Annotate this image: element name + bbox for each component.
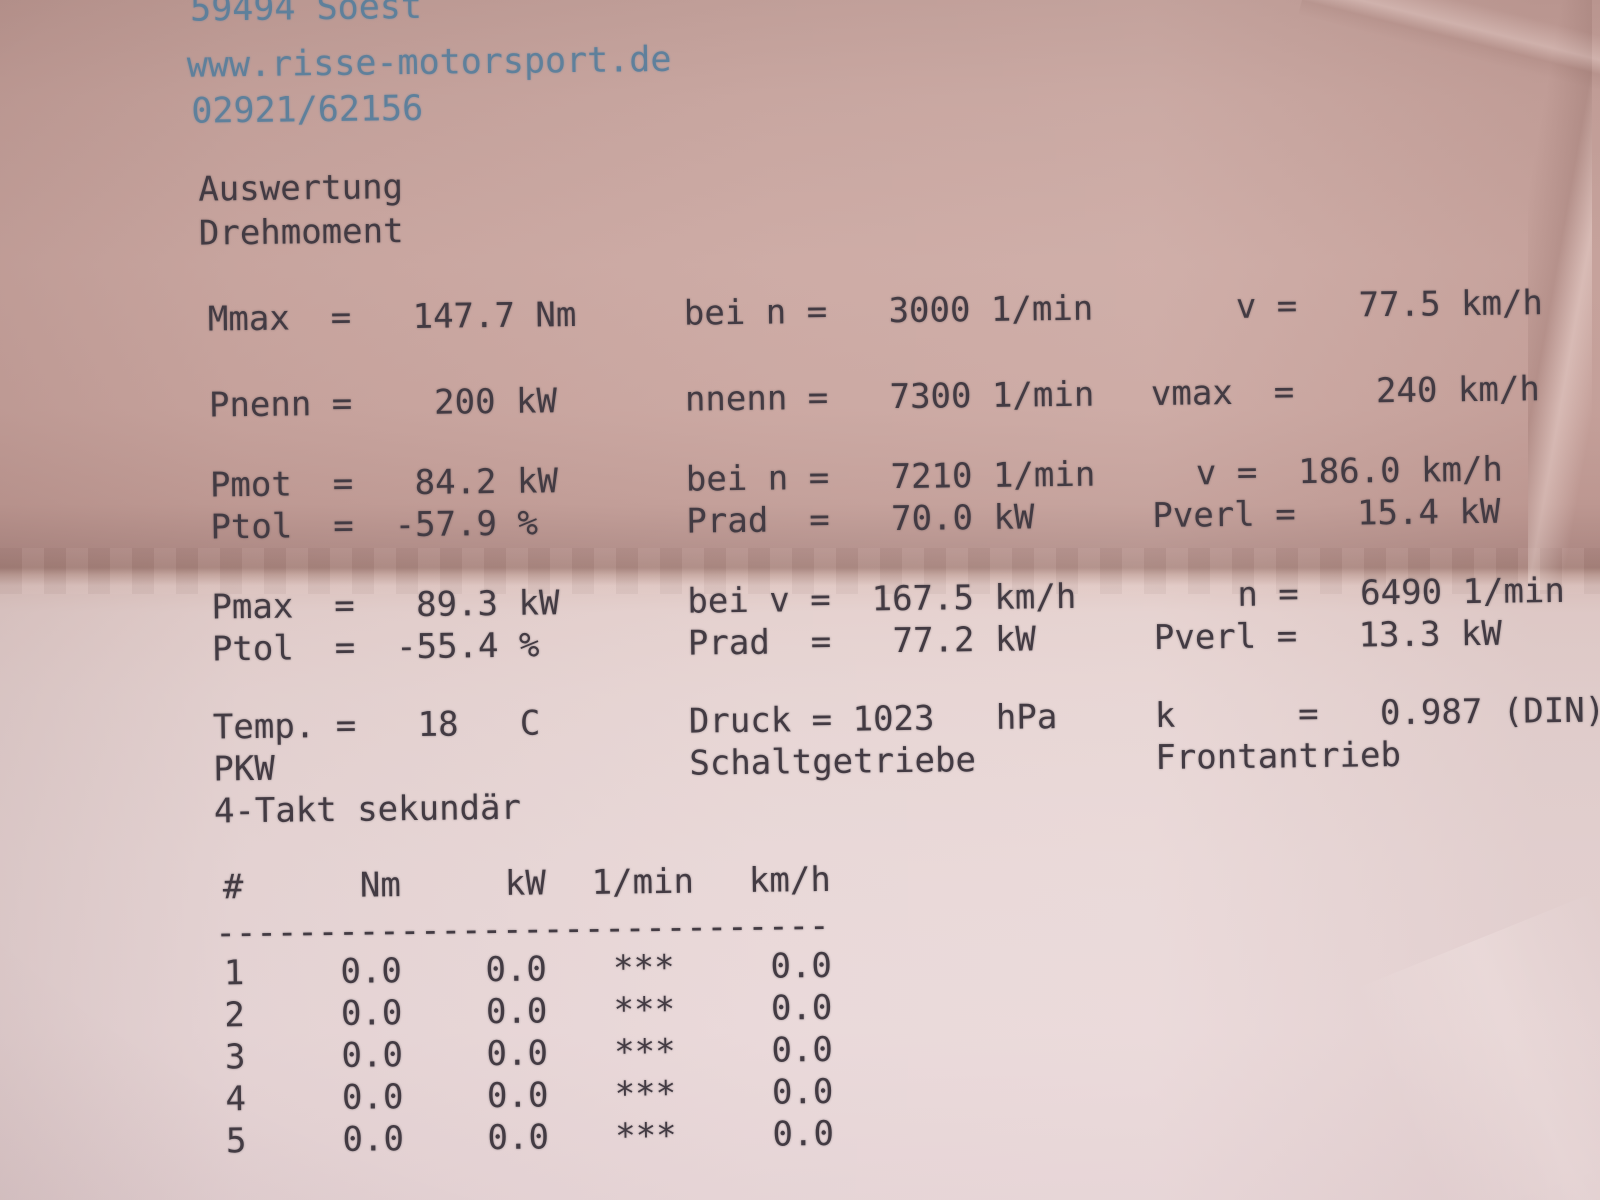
table-cell: 0.0 <box>341 1077 404 1118</box>
table-cell: 0.0 <box>340 951 403 992</box>
table-header-nm: Nm <box>359 865 402 906</box>
stamp-website-line: www.risse-motorsport.de <box>186 39 672 86</box>
gearbox-type-label: Schaltgetriebe <box>689 740 977 784</box>
vehicle-class-label: PKW <box>213 748 276 790</box>
ptol1-reading: Ptol = -57.9 % <box>210 503 539 548</box>
prad2-reading: Prad = 77.2 kW <box>687 619 1037 664</box>
table-cell: 0.0 <box>341 1035 404 1076</box>
table-header-rpm: 1/min <box>591 861 695 903</box>
table-cell: 0.0 <box>485 991 548 1033</box>
table-cell: *** <box>613 1031 676 1073</box>
table-cell: 0.0 <box>486 1033 549 1075</box>
table-cell: 0.0 <box>771 1071 834 1113</box>
table-cell: *** <box>612 947 675 989</box>
table-cell: 0.0 <box>485 949 548 991</box>
table-cell: 0.0 <box>772 1113 835 1155</box>
engine-type-label: 4-Takt sekundär <box>213 787 522 832</box>
report-title-line-2: Drehmoment <box>198 211 404 254</box>
drive-type-label: Frontantrieb <box>1155 734 1402 778</box>
k-factor-reading: k = 0.987 (DIN) <box>1154 690 1600 736</box>
pverl2-reading: Pverl = 13.3 kW <box>1153 613 1503 658</box>
table-cell: *** <box>613 989 676 1031</box>
table-cell: 0.0 <box>770 945 833 987</box>
vmax-reading: vmax = 240 km/h <box>1150 369 1541 414</box>
pmax-speed-reading: bei v = 167.5 km/h <box>687 576 1077 622</box>
table-cell: 2 <box>224 995 246 1036</box>
stamp-phone-line: 02921/62156 <box>191 88 424 132</box>
table-cell: 0.0 <box>340 993 403 1034</box>
pnenn-reading: Pnenn = 200 kW <box>208 381 558 426</box>
table-header-kw: kW <box>504 863 547 904</box>
pmax-reading: Pmax = 89.3 kW <box>211 583 560 628</box>
mmax-speed-reading: v = 77.5 km/h <box>1235 283 1544 327</box>
table-cell: 0.0 <box>771 1029 834 1071</box>
druck-reading: Druck = 1023 hPa <box>688 697 1058 742</box>
pmot-speed-reading: v = 186.0 km/h <box>1195 449 1504 494</box>
mmax-rpm-reading: bei n = 3000 1/min <box>683 288 1094 334</box>
report-title-line-1: Auswertung <box>198 167 404 210</box>
table-cell: 0.0 <box>770 987 833 1029</box>
mmax-reading: Mmax = 147.7 Nm <box>207 294 577 340</box>
table-cell: 0.0 <box>486 1075 549 1117</box>
stamp-city-line: 59494 Soest <box>189 0 423 30</box>
table-cell: 0.0 <box>342 1119 405 1160</box>
summary-row-mmax: Mmax = 147.7 Nm bei n = 3000 1/min v = 7… <box>4 282 1600 348</box>
table-cell: 1 <box>223 953 245 994</box>
table-cell: 5 <box>225 1121 247 1162</box>
table-cell: 3 <box>224 1037 246 1078</box>
table-header-number: # <box>222 867 244 908</box>
table-cell: *** <box>614 1073 677 1115</box>
summary-row-pnenn: Pnenn = 200 kW nnenn = 7300 1/min vmax =… <box>5 368 1600 434</box>
prad1-reading: Prad = 70.0 kW <box>686 497 1035 542</box>
ptol2-reading: Ptol = -55.4 % <box>211 625 540 670</box>
pmot-reading: Pmot = 84.2 kW <box>209 461 559 506</box>
pverl1-reading: Pverl = 15.4 kW <box>1152 491 1501 536</box>
nnenn-reading: nnenn = 7300 1/min <box>684 374 1095 420</box>
table-cell: 0.0 <box>487 1117 550 1159</box>
table-cell: 4 <box>225 1079 247 1120</box>
pmax-rpm-reading: n = 6490 1/min <box>1237 570 1566 615</box>
pmot-rpm-reading: bei n = 7210 1/min <box>685 454 1096 500</box>
temp-reading: Temp. = 18 C <box>212 703 541 748</box>
table-cell: *** <box>614 1115 677 1157</box>
table-header-kmh: km/h <box>748 859 832 901</box>
